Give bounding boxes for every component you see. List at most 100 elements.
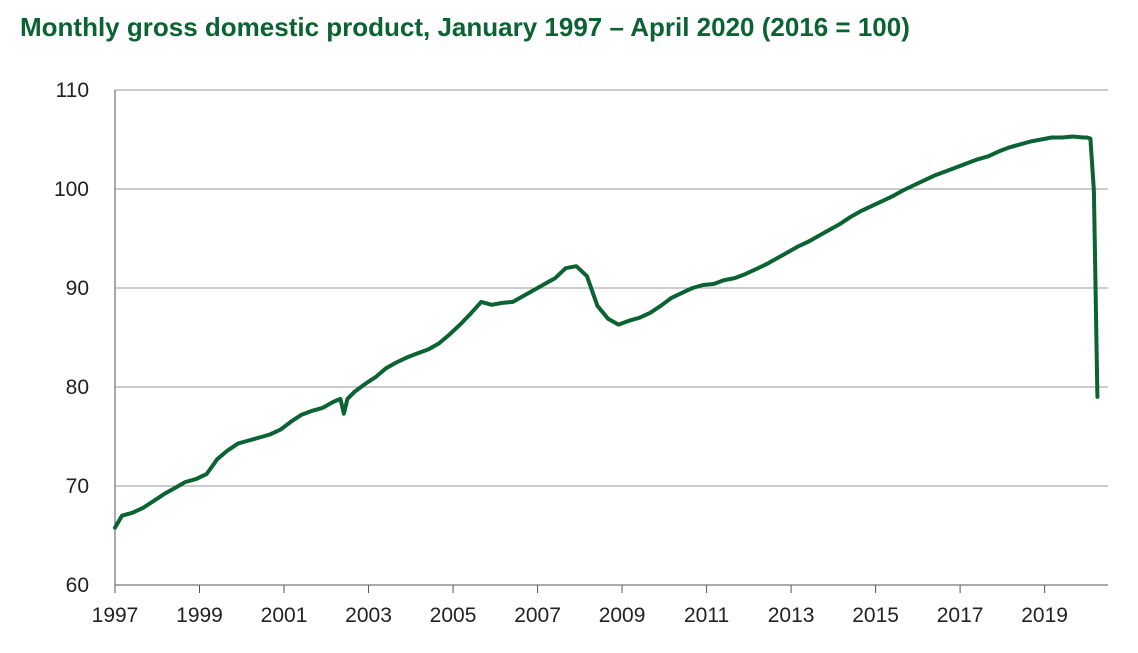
data-point — [407, 357, 408, 358]
x-tick-label: 2005 — [430, 604, 477, 627]
data-point — [819, 235, 820, 236]
data-point — [470, 313, 471, 314]
x-tick-label: 1999 — [176, 604, 223, 627]
data-point — [586, 276, 587, 277]
data-point — [629, 320, 630, 321]
data-point — [347, 398, 348, 399]
data-point — [977, 159, 978, 160]
data-point — [660, 305, 661, 306]
data-point — [1009, 147, 1010, 148]
data-point — [597, 305, 598, 306]
y-tick-label: 70 — [66, 475, 89, 498]
data-point — [143, 507, 144, 508]
data-point — [924, 180, 925, 181]
data-point — [428, 349, 429, 350]
y-tick-label: 90 — [66, 277, 89, 300]
x-tick-label: 1997 — [92, 604, 139, 627]
data-point — [196, 479, 197, 480]
data-point — [1030, 141, 1031, 142]
data-point — [449, 334, 450, 335]
data-point — [914, 185, 915, 186]
data-point — [238, 443, 239, 444]
data-point — [650, 312, 651, 313]
y-tick-label: 80 — [66, 376, 89, 399]
series-group — [113, 134, 1100, 530]
data-point — [777, 258, 778, 259]
data-point — [1020, 144, 1021, 145]
data-point — [798, 246, 799, 247]
data-point — [333, 401, 334, 402]
data-point — [946, 171, 947, 172]
data-point — [882, 200, 883, 201]
data-point — [322, 407, 323, 408]
data-point — [967, 163, 968, 164]
data-point — [343, 413, 344, 414]
x-tick-label: 2007 — [514, 604, 561, 627]
data-point — [174, 488, 175, 489]
data-point — [766, 264, 767, 265]
data-point — [724, 280, 725, 281]
data-point — [301, 414, 302, 415]
data-point — [1097, 396, 1098, 397]
data-point — [1083, 137, 1084, 138]
data-point — [206, 474, 207, 475]
data-point — [439, 343, 440, 344]
data-point — [1093, 191, 1094, 192]
x-tick-label: 2003 — [345, 604, 392, 627]
data-point — [291, 421, 292, 422]
data-point — [998, 151, 999, 152]
data-point — [269, 434, 270, 435]
data-point — [555, 278, 556, 279]
x-tick-label: 2019 — [1021, 604, 1068, 627]
data-point — [460, 324, 461, 325]
data-point — [153, 500, 154, 501]
data-point — [375, 377, 376, 378]
x-tick-label: 2009 — [599, 604, 646, 627]
data-point — [523, 295, 524, 296]
x-tick-label: 2015 — [852, 604, 899, 627]
data-point — [713, 284, 714, 285]
data-point — [681, 292, 682, 293]
data-point — [861, 210, 862, 211]
data-point — [217, 459, 218, 460]
data-point — [787, 252, 788, 253]
data-point — [703, 285, 704, 286]
data-point — [481, 301, 482, 302]
data-point — [534, 290, 535, 291]
data-point — [850, 216, 851, 217]
data-point — [745, 274, 746, 275]
data-point — [576, 266, 577, 267]
data-point — [956, 167, 957, 168]
data-point — [671, 297, 672, 298]
data-point — [1051, 137, 1052, 138]
y-tick-labels: 60 70 80 90 100 110 — [54, 79, 89, 597]
data-point — [164, 493, 165, 494]
data-point — [122, 515, 123, 516]
data-point — [618, 324, 619, 325]
data-point — [354, 391, 355, 392]
gdp-series-line — [113, 134, 1100, 530]
x-tick-labels: 1997 1999 2001 2003 2005 2007 2009 2011 2013 2015… — [92, 585, 1068, 627]
data-point — [491, 304, 492, 305]
data-point — [608, 318, 609, 319]
data-point — [417, 353, 418, 354]
data-point — [734, 278, 735, 279]
data-point — [893, 195, 894, 196]
data-point — [280, 429, 281, 430]
data-point — [1090, 138, 1091, 139]
data-point — [115, 527, 116, 528]
x-tick-label: 2011 — [684, 604, 729, 627]
data-point — [365, 384, 366, 385]
y-tick-label: 60 — [66, 574, 89, 597]
data-point — [829, 229, 830, 230]
data-point — [312, 410, 313, 411]
data-point — [396, 362, 397, 363]
data-point — [185, 482, 186, 483]
data-point — [259, 437, 260, 438]
data-point — [227, 450, 228, 451]
data-point — [692, 288, 693, 289]
data-point — [755, 269, 756, 270]
data-point — [512, 301, 513, 302]
data-point — [872, 205, 873, 206]
